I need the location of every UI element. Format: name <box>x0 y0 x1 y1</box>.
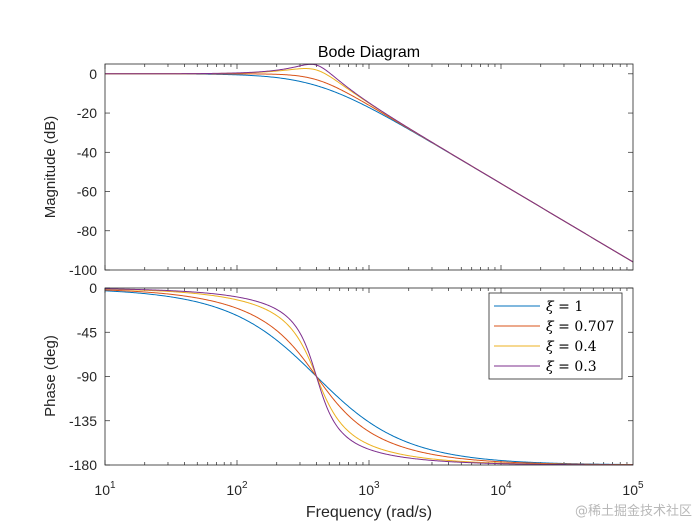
legend-entry: ξ = 1 <box>546 299 583 315</box>
legend-entry: ξ = 0.707 <box>546 319 614 335</box>
phase-tick-label: -135 <box>69 413 97 429</box>
phase-tick-label: 0 <box>89 280 97 296</box>
legend: ξ = 1 ξ = 0.707 ξ = 0.4 ξ = 0.3 <box>488 292 623 380</box>
phase-tick-label: -180 <box>69 457 97 473</box>
x-tick-labels: 101 102 103 104 105 <box>94 480 644 498</box>
legend-entry: ξ = 0.4 <box>546 339 597 355</box>
magnitude-tick-label: 0 <box>89 66 97 82</box>
magnitude-tick-label: -100 <box>69 262 97 278</box>
x-tick-label: 105 <box>622 480 644 498</box>
magnitude-tick-label: -20 <box>77 105 97 121</box>
phase-tick-label: -45 <box>77 324 97 340</box>
magnitude-plot-area <box>105 64 633 270</box>
magnitude-tick-label: -60 <box>77 184 97 200</box>
magnitude-series-line <box>105 63 634 263</box>
magnitude-axes-box <box>104 63 634 271</box>
phase-series-line <box>104 290 634 466</box>
x-axis-label: Frequency (rad/s) <box>306 504 432 521</box>
chart-title: Bode Diagram <box>318 44 420 61</box>
phase-series-line <box>104 289 633 466</box>
x-tick-label: 101 <box>94 480 116 498</box>
magnitude-plot: 0 -20 -40 -60 -80 -100 Bode Diagram Magnitude… <box>42 44 634 278</box>
phase-axes-box <box>104 287 634 466</box>
magnitude-tick-label: -80 <box>77 223 97 239</box>
magnitude-ylabel: Magnitude (dB) <box>42 116 59 219</box>
x-tick-label: 103 <box>358 480 380 498</box>
phase-tick-label: -90 <box>77 369 97 385</box>
phase-series-line <box>104 288 633 466</box>
x-tick-label: 102 <box>226 480 248 498</box>
legend-entry: ξ = 0.3 <box>546 359 597 375</box>
legend-box <box>488 292 623 380</box>
phase-ylabel: Phase (deg) <box>42 335 59 417</box>
watermark: @稀土掘金技术社区 <box>575 503 692 519</box>
magnitude-tick-label: -40 <box>77 144 97 160</box>
x-tick-label: 104 <box>490 480 512 498</box>
